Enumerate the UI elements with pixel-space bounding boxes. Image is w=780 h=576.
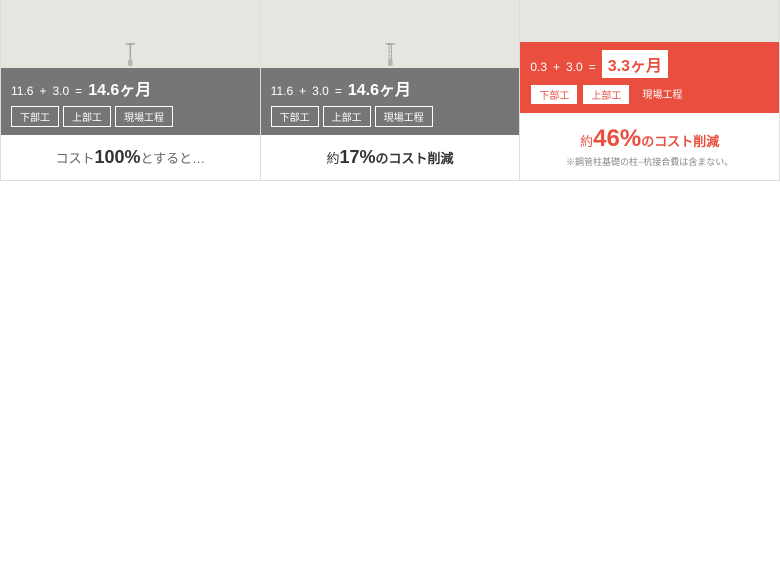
- cost-percent: 46%: [593, 125, 641, 152]
- cost-line: 約46%のコスト削減 ※鋼管柱基礎の柱−杭接合費は含まない。: [520, 113, 779, 180]
- calc-a: 0.3: [530, 60, 547, 74]
- panel-1: 1. 鋼製橋脚+ケーソン 11.6 + 3.0 = 14.6ヶ月 下部工上部工現…: [1, 1, 261, 180]
- tag-row: 下部工上部工現場工程: [11, 106, 250, 127]
- pier-diagram: [261, 42, 520, 68]
- calc-b: 3.0: [566, 60, 583, 74]
- tag-0: 下部工: [11, 106, 59, 127]
- tag-row: 下部工上部工現場工程: [271, 106, 510, 127]
- tag-2: 現場工程: [115, 106, 173, 127]
- cost-percent: 17%: [339, 147, 375, 167]
- calc-row: 11.6 + 3.0 = 14.6ヶ月: [271, 76, 510, 100]
- footnote: ※鋼管柱基礎の柱−杭接合費は含まない。: [528, 155, 771, 168]
- cost-prefix: 約: [326, 151, 339, 166]
- tag-0: 下部工: [530, 84, 578, 105]
- cost-prefix: 約: [580, 134, 593, 149]
- calc-b: 3.0: [52, 84, 69, 98]
- calc-bar: 0.3 + 3.0 = 3.3ヶ月 下部工上部工現場工程: [520, 42, 779, 113]
- tag-1: 上部工: [582, 84, 630, 105]
- cost-suffix: とすると…: [141, 151, 206, 166]
- tag-2: 現場工程: [634, 84, 690, 105]
- panel-2: 2. 鋼管集成橋脚+ケーソン 11.6 + 3.0 = 14.6ヶ月 下部工上部…: [261, 1, 521, 180]
- cost-suffix: のコスト削減: [376, 151, 454, 166]
- ground: [520, 0, 779, 42]
- calc-b: 3.0: [312, 84, 329, 98]
- tag-2: 現場工程: [375, 106, 433, 127]
- tag-1: 上部工: [323, 106, 371, 127]
- diagram-area: [261, 42, 520, 68]
- panel-3: 3. 杭基礎一体型鋼管集成橋脚 0.3 + 3.0 = 3.3ヶ月 下部工上部工…: [520, 1, 779, 180]
- cost-percent: 100%: [95, 147, 141, 167]
- calc-result: 14.6ヶ月: [88, 76, 151, 100]
- calc-bar: 11.6 + 3.0 = 14.6ヶ月 下部工上部工現場工程: [261, 68, 520, 135]
- calc-a: 11.6: [11, 84, 33, 98]
- calc-result: 14.6ヶ月: [348, 76, 411, 100]
- tag-1: 上部工: [63, 106, 111, 127]
- tag-0: 下部工: [271, 106, 319, 127]
- calc-result: 3.3ヶ月: [602, 50, 668, 78]
- calc-bar: 11.6 + 3.0 = 14.6ヶ月 下部工上部工現場工程: [1, 68, 260, 135]
- cost-suffix: のコスト削減: [641, 134, 719, 149]
- calc-a: 11.6: [271, 84, 293, 98]
- diagram-area: [1, 42, 260, 68]
- cost-line: コスト100%とすると…: [1, 135, 260, 180]
- tag-row: 下部工上部工現場工程: [530, 84, 769, 105]
- calc-row: 0.3 + 3.0 = 3.3ヶ月: [530, 50, 769, 78]
- calc-row: 11.6 + 3.0 = 14.6ヶ月: [11, 76, 250, 100]
- cost-line: 約17%のコスト削減: [261, 135, 520, 180]
- cost-prefix: コスト: [55, 151, 94, 166]
- pier-diagram: [1, 42, 260, 68]
